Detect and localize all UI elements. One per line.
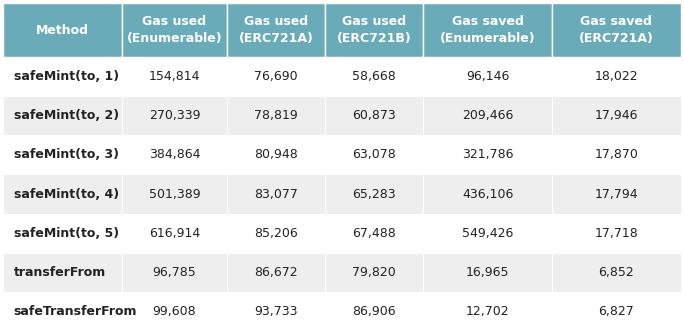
Text: 93,733: 93,733 (254, 305, 298, 318)
Bar (325, 97, 423, 135)
Text: 17,946: 17,946 (594, 110, 638, 123)
Text: 60,873: 60,873 (352, 110, 396, 123)
Bar (3, 57, 122, 97)
Bar (423, 292, 552, 331)
Bar (227, 97, 325, 135)
Text: 58,668: 58,668 (352, 70, 396, 84)
Text: 96,785: 96,785 (153, 266, 196, 279)
Text: safeMint(to, 3): safeMint(to, 3) (14, 148, 119, 161)
Bar (3, 3, 122, 57)
Bar (3, 174, 122, 213)
Bar (3, 292, 122, 331)
Text: 17,870: 17,870 (594, 148, 638, 161)
Text: 154,814: 154,814 (148, 70, 200, 84)
Bar (552, 292, 681, 331)
Bar (227, 3, 325, 57)
Text: 616,914: 616,914 (149, 226, 200, 239)
Text: 436,106: 436,106 (462, 187, 513, 200)
Text: 6,827: 6,827 (598, 305, 634, 318)
Text: 83,077: 83,077 (254, 187, 298, 200)
Bar (325, 213, 423, 253)
Text: Gas used
(ERC721A): Gas used (ERC721A) (239, 15, 313, 45)
Text: 17,794: 17,794 (594, 187, 638, 200)
Bar (325, 253, 423, 292)
Bar (3, 135, 122, 174)
Text: 63,078: 63,078 (352, 148, 396, 161)
Text: 65,283: 65,283 (352, 187, 396, 200)
Bar (325, 292, 423, 331)
Text: 76,690: 76,690 (254, 70, 298, 84)
Text: 18,022: 18,022 (594, 70, 638, 84)
Bar (122, 292, 227, 331)
Text: safeMint(to, 1): safeMint(to, 1) (14, 70, 119, 84)
Text: transferFrom: transferFrom (14, 266, 106, 279)
Bar (423, 57, 552, 97)
Bar (3, 213, 122, 253)
Bar (227, 174, 325, 213)
Bar (122, 174, 227, 213)
Bar (552, 253, 681, 292)
Text: safeMint(to, 2): safeMint(to, 2) (14, 110, 119, 123)
Bar (325, 57, 423, 97)
Text: 270,339: 270,339 (148, 110, 200, 123)
Text: Gas saved
(Enumerable): Gas saved (Enumerable) (440, 15, 536, 45)
Bar (552, 135, 681, 174)
Text: 67,488: 67,488 (352, 226, 396, 239)
Text: 501,389: 501,389 (148, 187, 200, 200)
Bar (325, 174, 423, 213)
Bar (423, 3, 552, 57)
Bar (423, 174, 552, 213)
Bar (423, 135, 552, 174)
Text: 17,718: 17,718 (594, 226, 638, 239)
Text: 99,608: 99,608 (153, 305, 196, 318)
Text: 6,852: 6,852 (598, 266, 634, 279)
Bar (552, 3, 681, 57)
Bar (325, 135, 423, 174)
Bar (325, 3, 423, 57)
Bar (423, 213, 552, 253)
Text: 549,426: 549,426 (462, 226, 513, 239)
Bar (227, 213, 325, 253)
Bar (227, 57, 325, 97)
Text: 80,948: 80,948 (254, 148, 298, 161)
Text: 96,146: 96,146 (466, 70, 510, 84)
Text: safeTransferFrom: safeTransferFrom (14, 305, 137, 318)
Bar (3, 253, 122, 292)
Bar (552, 213, 681, 253)
Text: 16,965: 16,965 (466, 266, 510, 279)
Bar (122, 135, 227, 174)
Text: Gas used
(ERC721B): Gas used (ERC721B) (337, 15, 412, 45)
Bar (227, 292, 325, 331)
Text: 321,786: 321,786 (462, 148, 513, 161)
Bar (122, 213, 227, 253)
Bar (122, 97, 227, 135)
Bar (122, 253, 227, 292)
Text: 86,906: 86,906 (352, 305, 396, 318)
Text: Gas saved
(ERC721A): Gas saved (ERC721A) (579, 15, 654, 45)
Text: 384,864: 384,864 (148, 148, 200, 161)
Text: 86,672: 86,672 (254, 266, 298, 279)
Text: safeMint(to, 4): safeMint(to, 4) (14, 187, 119, 200)
Bar (227, 135, 325, 174)
Text: 209,466: 209,466 (462, 110, 513, 123)
Bar (122, 3, 227, 57)
Text: 78,819: 78,819 (254, 110, 298, 123)
Text: 85,206: 85,206 (254, 226, 298, 239)
Bar (3, 97, 122, 135)
Bar (122, 57, 227, 97)
Text: Method: Method (36, 24, 89, 37)
Bar (423, 97, 552, 135)
Bar (227, 253, 325, 292)
Bar (552, 97, 681, 135)
Text: Gas used
(Enumerable): Gas used (Enumerable) (127, 15, 222, 45)
Bar (423, 253, 552, 292)
Text: 12,702: 12,702 (466, 305, 510, 318)
Bar (552, 174, 681, 213)
Text: safeMint(to, 5): safeMint(to, 5) (14, 226, 119, 239)
Bar (552, 57, 681, 97)
Text: 79,820: 79,820 (352, 266, 396, 279)
